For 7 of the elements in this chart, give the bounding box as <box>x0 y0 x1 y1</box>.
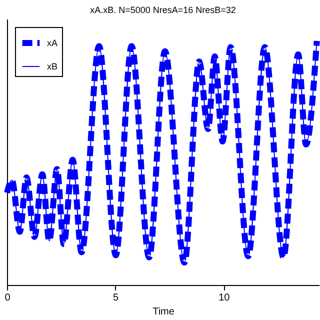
x-tick-label: 5 <box>113 292 120 304</box>
chart-title: xA.xB. N=5000 NresA=16 NresB=32 <box>90 5 236 15</box>
legend-label: xA <box>47 38 58 48</box>
x-tick-label: 10 <box>218 292 230 304</box>
legend-label: xB <box>47 62 58 72</box>
x-tick-label: 0 <box>4 292 11 304</box>
x-axis-title: Time <box>152 306 175 318</box>
